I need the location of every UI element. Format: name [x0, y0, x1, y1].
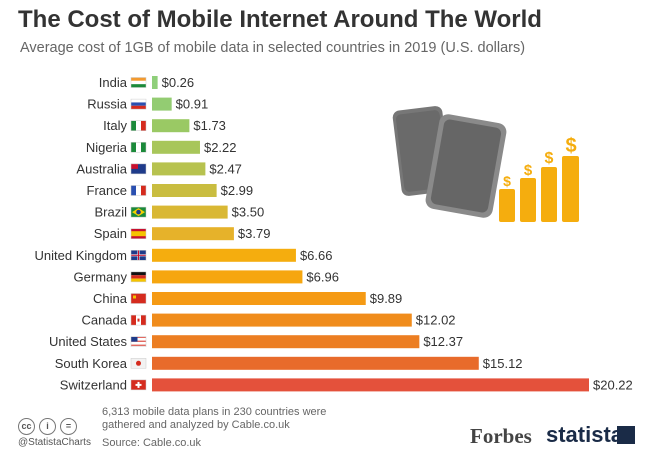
category-label: United Kingdom	[35, 248, 128, 263]
bar-row: United States $12.37	[49, 334, 463, 349]
country-flag-icon	[130, 271, 147, 283]
data-label: $2.22	[204, 140, 237, 155]
footer: cc i = @StatistaCharts 6,313 mobile data…	[18, 404, 648, 454]
bar-row: India $0.26	[99, 75, 194, 90]
bar	[152, 119, 190, 133]
category-label: Switzerland	[60, 377, 127, 392]
data-label: $3.79	[238, 226, 271, 241]
category-label: Russia	[87, 97, 128, 112]
bar	[152, 97, 172, 111]
category-label: France	[87, 183, 127, 198]
category-label: Australia	[76, 161, 127, 176]
creative-commons-icon: cc	[18, 418, 35, 435]
country-flag-icon	[130, 98, 147, 110]
bar	[152, 248, 296, 262]
bar	[152, 227, 234, 241]
bar	[152, 162, 206, 176]
category-label: Brazil	[94, 205, 127, 220]
country-flag-icon	[130, 250, 147, 261]
category-label: China	[93, 291, 128, 306]
country-flag-icon	[130, 228, 147, 239]
bar	[152, 356, 479, 370]
data-label: $1.73	[193, 118, 226, 133]
country-flag-icon	[130, 142, 147, 153]
data-label: $3.50	[232, 205, 265, 220]
chart-subtitle: Average cost of 1GB of mobile data in se…	[20, 40, 526, 56]
dollar-sign-icon: $	[545, 150, 554, 167]
data-label: $6.96	[306, 269, 339, 284]
bar-row: Nigeria $2.22	[86, 140, 237, 155]
bar-chart: India $0.26 Russia $0.91 Italy $1.73 Nigeria $2…	[35, 75, 633, 392]
bar	[152, 335, 420, 349]
data-label: $12.37	[423, 334, 463, 349]
no-derivatives-icon: =	[60, 418, 77, 435]
category-label: United States	[49, 334, 128, 349]
statista-logo-mark	[617, 426, 635, 444]
bar-row: South Korea $15.12	[55, 356, 523, 371]
country-flag-icon	[130, 206, 147, 218]
bar	[152, 140, 200, 154]
category-label: Germany	[74, 269, 128, 284]
bar-row: France $2.99	[87, 183, 254, 198]
bar-row: Russia $0.91	[87, 97, 208, 112]
country-flag-icon	[130, 120, 147, 131]
bar	[152, 313, 412, 327]
data-label: $2.99	[221, 183, 254, 198]
dollar-sign-icon: $	[565, 135, 576, 157]
country-flag-icon	[130, 379, 147, 391]
bar-row: Germany $6.96	[74, 269, 339, 284]
statista-handle: @StatistaCharts	[18, 437, 91, 448]
category-label: Nigeria	[86, 140, 128, 155]
bar-row: Spain $3.79	[94, 226, 271, 241]
bar-row: Switzerland $20.22	[60, 377, 633, 392]
category-label: Canada	[81, 313, 127, 328]
data-label: $20.22	[593, 377, 633, 392]
country-flag-icon	[130, 77, 147, 88]
bar	[152, 76, 158, 89]
statista-logo: statista	[546, 422, 624, 447]
country-flag-icon	[130, 314, 147, 326]
bar-row: United Kingdom $6.66	[35, 248, 333, 263]
bars-layer: India $0.26 Russia $0.91 Italy $1.73 Nigeria $2…	[35, 75, 633, 392]
data-label: $9.89	[370, 291, 403, 306]
forbes-logo: Forbes	[470, 424, 532, 448]
bar	[152, 270, 303, 284]
attribution-icon: i	[39, 418, 56, 435]
dollar-bars-illustration: $ $ $ $	[499, 135, 579, 222]
methodology-note: 6,313 mobile data plans in 230 countries…	[102, 406, 327, 431]
bar	[152, 205, 228, 219]
bar	[152, 378, 589, 392]
category-label: South Korea	[55, 356, 128, 371]
country-flag-icon	[130, 163, 147, 175]
category-label: Spain	[94, 226, 127, 241]
bar-row: Brazil $3.50	[94, 205, 264, 220]
bar	[152, 292, 366, 305]
data-label: $12.02	[416, 313, 456, 328]
bar-row: Italy $1.73	[103, 118, 226, 133]
data-label: $0.26	[162, 75, 195, 90]
data-label: $2.47	[209, 161, 242, 176]
dollar-sign-icon: $	[503, 173, 511, 189]
country-flag-icon	[130, 336, 147, 347]
chart-title: The Cost of Mobile Internet Around The W…	[18, 6, 542, 33]
dollar-sign-icon: $	[524, 162, 533, 179]
data-label: $15.12	[483, 356, 523, 371]
country-flag-icon	[130, 185, 147, 196]
bar	[152, 184, 217, 197]
category-label: Italy	[103, 118, 127, 133]
data-label: $6.66	[300, 248, 333, 263]
category-label: India	[99, 75, 128, 90]
country-flag-icon	[130, 358, 147, 369]
bar-row: Canada $12.02	[81, 313, 455, 328]
bar-row: Australia $2.47	[76, 161, 242, 176]
country-flag-icon	[130, 293, 147, 304]
source-text: Source: Cable.co.uk	[102, 437, 202, 449]
data-label: $0.91	[176, 97, 209, 112]
phones-illustration	[392, 106, 507, 218]
bar-row: China $9.89	[93, 291, 402, 306]
